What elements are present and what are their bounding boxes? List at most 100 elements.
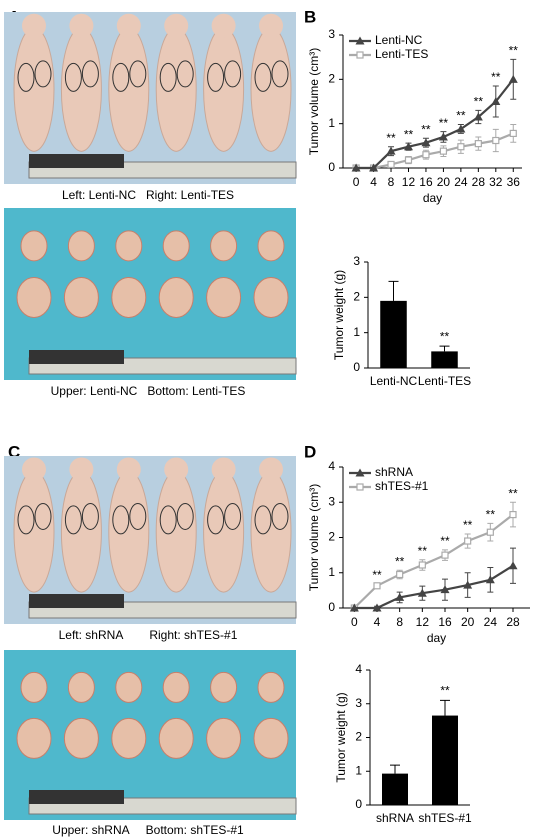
mouse — [203, 26, 245, 152]
marker — [441, 551, 449, 559]
x-axis-label: day — [423, 191, 442, 205]
mouse — [60, 470, 102, 593]
marker — [492, 136, 500, 145]
tumor-outline — [112, 62, 130, 92]
significance-label: ** — [418, 544, 428, 558]
tumor — [20, 230, 48, 262]
error-bar — [390, 764, 400, 774]
x-tick-label: 20 — [461, 615, 475, 629]
tumor — [63, 276, 99, 318]
legend-label: shRNA — [375, 465, 413, 479]
panel-label: B — [304, 7, 316, 26]
marker — [387, 160, 395, 169]
mouse-head — [259, 457, 283, 482]
significance-label: ** — [439, 116, 449, 130]
tumor-outline — [17, 505, 35, 535]
series-line — [356, 78, 515, 170]
x-tick-label: 0 — [353, 175, 360, 189]
marker — [396, 570, 404, 579]
tumor — [20, 671, 48, 703]
marker — [438, 132, 448, 141]
x-tick-label: 20 — [437, 175, 451, 189]
mouse — [155, 26, 197, 152]
mouse — [13, 26, 55, 152]
y-tick-label: 2 — [328, 530, 335, 544]
mouse — [13, 470, 55, 593]
y-tick-label: 3 — [328, 27, 335, 41]
x-tick-label: 4 — [374, 615, 381, 629]
tumor — [257, 230, 285, 262]
panel-label: D — [304, 442, 316, 461]
tumor-outline — [81, 502, 99, 530]
marker — [457, 143, 465, 151]
tumor — [67, 671, 95, 703]
series-line — [354, 564, 514, 610]
mouse-head — [164, 457, 189, 482]
marker — [508, 74, 518, 83]
x-tick-label: 12 — [416, 615, 430, 629]
marker — [509, 510, 517, 519]
tumor-outline — [17, 62, 35, 92]
x-tick-label: 24 — [454, 175, 468, 189]
marker — [439, 147, 448, 155]
marker — [491, 97, 501, 105]
marker — [351, 163, 361, 172]
y-tick-label: 0 — [328, 600, 335, 614]
marker — [395, 592, 405, 601]
ruler-block — [29, 350, 124, 364]
series-line — [353, 513, 514, 609]
mouse-head — [164, 13, 189, 38]
tumor — [111, 717, 147, 759]
x-tick-label: 28 — [472, 175, 486, 189]
tumor-outline — [112, 505, 130, 535]
y-axis-label: Tumor weight (g) — [334, 692, 348, 782]
tumor-outline — [271, 60, 289, 88]
y-axis-label: Tumor volume (cm³) — [307, 48, 321, 156]
mouse — [60, 26, 102, 152]
legend-marker — [356, 51, 364, 59]
y-tick-label: 1 — [328, 116, 335, 130]
marker — [372, 603, 382, 612]
mouse — [203, 470, 245, 593]
tumor — [16, 717, 52, 759]
marker — [440, 585, 450, 594]
tumor — [210, 230, 238, 262]
marker — [508, 561, 518, 570]
significance-label: ** — [474, 95, 484, 109]
marker — [404, 156, 413, 164]
photo-caption: Left: shRNA Right: shTES-#1 — [59, 628, 238, 642]
photo-caption: Upper: shRNA Bottom: shTES-#1 — [52, 823, 244, 837]
legend-marker — [355, 468, 365, 477]
significance-label: ** — [456, 109, 466, 123]
marker — [418, 561, 426, 569]
mouse-head — [211, 457, 236, 482]
series-line — [356, 132, 514, 170]
y-tick-label: 1 — [355, 763, 362, 777]
tumor-outline — [81, 60, 99, 88]
y-tick-label: 3 — [355, 696, 362, 710]
x-tick-label: 16 — [438, 615, 452, 629]
tumor — [67, 230, 95, 262]
error-bar — [440, 699, 450, 716]
significance-label: ** — [509, 44, 519, 58]
significance-label: ** — [440, 534, 450, 548]
y-axis-label: Tumor weight (g) — [332, 270, 346, 360]
bar — [432, 715, 458, 805]
x-tick-label: 0 — [351, 615, 358, 629]
tumor-outline — [159, 62, 177, 92]
legend-label: shTES-#1 — [375, 479, 429, 493]
x-tick-label: 4 — [370, 175, 377, 189]
mouse-head — [22, 457, 46, 482]
tumor-outline — [254, 62, 272, 92]
significance-label: ** — [463, 518, 473, 532]
bar — [431, 351, 458, 368]
mouse-head — [69, 13, 94, 38]
x-tick-label: 8 — [396, 615, 403, 629]
marker — [473, 112, 483, 121]
legend-marker — [355, 36, 365, 45]
photo — [4, 456, 297, 624]
marker — [486, 528, 494, 536]
tumor-outline — [176, 60, 194, 88]
y-tick-label: 4 — [328, 459, 335, 473]
